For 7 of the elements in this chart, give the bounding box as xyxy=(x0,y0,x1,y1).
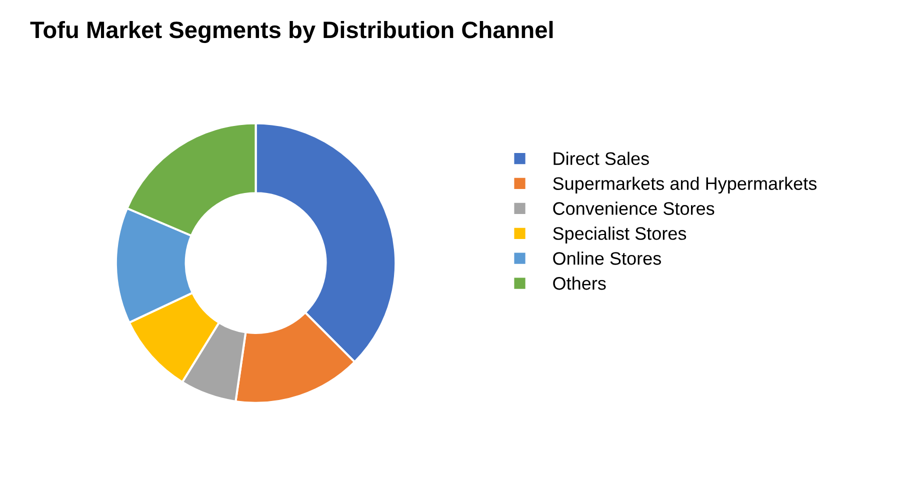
legend-label: Convenience Stores xyxy=(553,202,714,215)
chart-title: Tofu Market Segments by Distribution Channel xyxy=(30,20,553,44)
legend-label: Supermarkets and Hypermarkets xyxy=(553,176,817,194)
legend-label: Specialist Stores xyxy=(553,226,686,244)
legend-label: Online Stores xyxy=(553,252,662,265)
legend-label: Others xyxy=(553,276,606,290)
legend-label: Direct Sales xyxy=(554,152,649,166)
